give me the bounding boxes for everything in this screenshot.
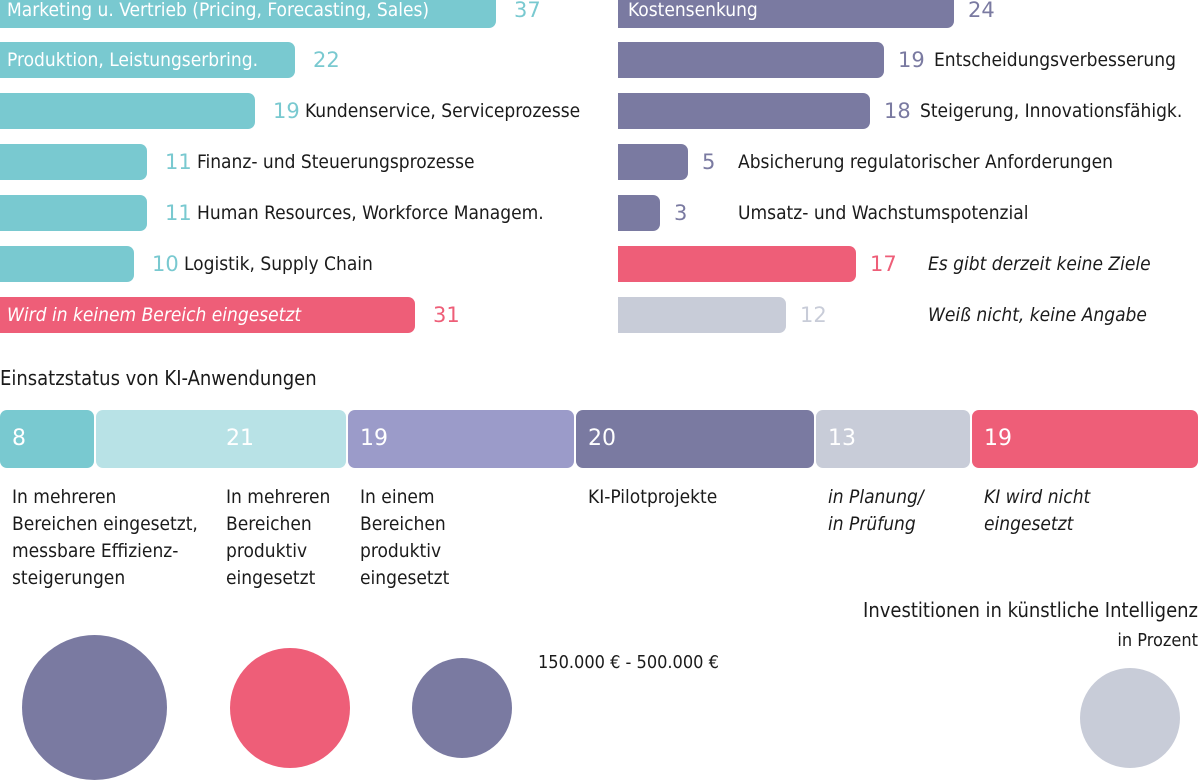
value-label: 5 — [702, 150, 716, 174]
category-label: Es gibt derzeit keine Ziele — [928, 253, 1151, 275]
bar — [0, 195, 147, 231]
bar-label: Wird in keinem Bereich eingesetzt — [7, 304, 302, 326]
bar — [0, 297, 415, 333]
category-label: Logistik, Supply Chain — [184, 253, 373, 275]
segment-value: 20 — [588, 426, 616, 451]
segment-label: In mehreren Bereichen eingesetzt, messba… — [12, 486, 198, 589]
bar-label: Kostensenkung — [628, 0, 758, 21]
investment-circle — [22, 635, 167, 780]
value-label: 11 — [165, 201, 192, 225]
category-label: Kundenservice, Serviceprozesse — [305, 100, 581, 122]
bar — [618, 246, 856, 282]
bar — [0, 42, 295, 78]
segment-value: 13 — [828, 426, 856, 451]
status-segment — [576, 410, 814, 468]
segment-label: KI wird nicht eingesetzt — [984, 486, 1091, 535]
investment-title: Investitionen in künstliche Intelligenz — [863, 598, 1198, 622]
segment-label: In mehreren Bereichen produktiv eingeset… — [226, 486, 331, 589]
category-label: Weiß nicht, keine Angabe — [928, 304, 1147, 326]
segment-value: 19 — [360, 426, 388, 451]
investment-circle — [1080, 668, 1180, 768]
segment-label: KI-Pilotprojekte — [588, 486, 718, 508]
status-segment — [348, 410, 574, 468]
value-label: 10 — [152, 252, 179, 276]
bar — [618, 297, 786, 333]
segment-value: 21 — [226, 426, 254, 451]
bar — [618, 42, 884, 78]
investment-subtitle: in Prozent — [1117, 630, 1198, 651]
status-section-title: Einsatzstatus von KI-Anwendungen — [0, 366, 317, 390]
status-segment — [0, 410, 94, 468]
bar — [0, 93, 255, 129]
value-label: 19 — [898, 48, 925, 72]
bar — [618, 144, 688, 180]
segment-value: 8 — [12, 426, 26, 451]
category-label: Human Resources, Workforce Managem. — [197, 202, 544, 224]
value-label: 31 — [433, 303, 460, 327]
category-label: Absicherung regulatorischer Anforderunge… — [738, 151, 1113, 173]
value-label: 18 — [884, 99, 911, 123]
bar — [0, 144, 147, 180]
investment-circle — [230, 648, 350, 768]
bar — [0, 0, 496, 28]
bar-label: Marketing u. Vertrieb (Pricing, Forecast… — [7, 0, 430, 21]
value-label: 17 — [870, 252, 897, 276]
value-label: 3 — [674, 201, 688, 225]
value-label: 24 — [968, 0, 995, 22]
bar — [618, 0, 954, 28]
segment-label: In einem Bereichen produktiv eingesetzt — [360, 486, 450, 589]
investment-range-label: 150.000 € - 500.000 € — [538, 652, 719, 673]
bar — [618, 195, 660, 231]
bar — [0, 246, 134, 282]
status-segment — [816, 410, 970, 468]
bar-label: Produktion, Leistungserbring. — [7, 49, 258, 71]
status-segment — [96, 410, 346, 468]
category-label: Finanz- und Steuerungsprozesse — [197, 151, 475, 173]
value-label: 22 — [313, 48, 340, 72]
segment-value: 19 — [984, 426, 1012, 451]
category-label: Steigerung, Innovationsfähigk. — [920, 100, 1183, 122]
segment-label: in Planung/ in Prüfung — [828, 486, 924, 535]
investment-circle — [412, 658, 512, 758]
value-label: 19 — [273, 99, 300, 123]
value-label: 12 — [800, 303, 827, 327]
category-label: Entscheidungsverbesserung — [934, 49, 1176, 71]
category-label: Umsatz- und Wachstumspotenzial — [738, 202, 1029, 224]
value-label: 11 — [165, 150, 192, 174]
value-label: 37 — [514, 0, 541, 22]
status-segment — [972, 410, 1198, 468]
bar — [618, 93, 870, 129]
